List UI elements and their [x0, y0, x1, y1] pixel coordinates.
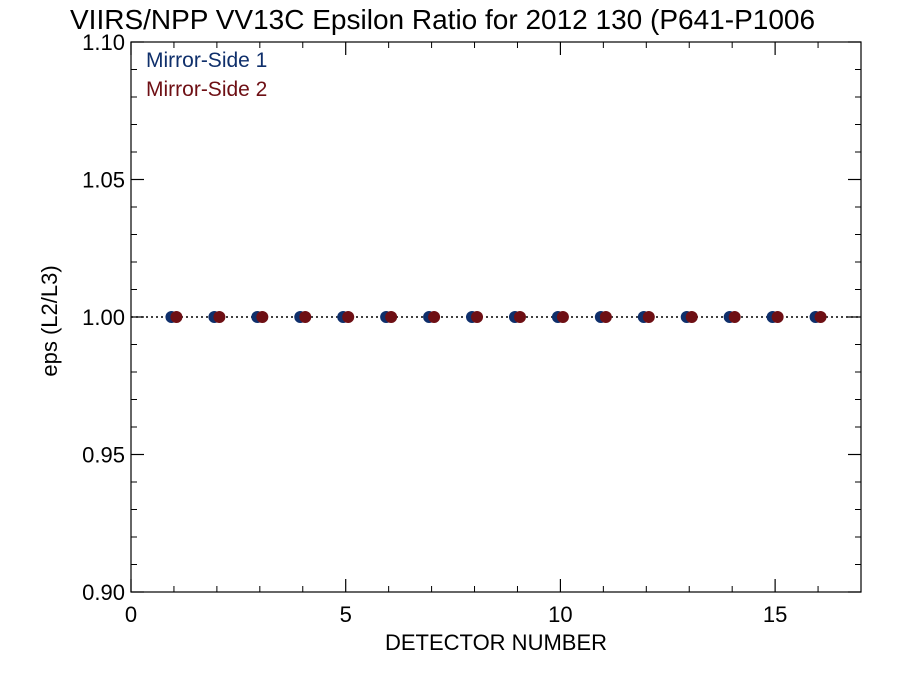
point-mirror-side-2 [256, 311, 269, 323]
x-axis: 0 5 10 15 [125, 42, 819, 627]
legend-entry-mirror-side-1: Mirror-Side 1 [146, 49, 267, 72]
y-tick-label: 1.00 [82, 305, 125, 330]
point-mirror-side-2 [685, 311, 698, 323]
point-mirror-side-2 [556, 311, 569, 323]
y-tick-label: 1.10 [82, 30, 125, 55]
point-mirror-side-2 [385, 311, 398, 323]
x-tick-label: 5 [340, 602, 352, 627]
point-mirror-side-2 [814, 311, 827, 323]
y-tick-label: 0.95 [82, 443, 125, 468]
point-mirror-side-2 [471, 311, 484, 323]
point-mirror-side-2 [428, 311, 441, 323]
y-axis-label: eps (L2/L3) [37, 265, 62, 376]
data-points [165, 311, 827, 323]
legend: Mirror-Side 1 Mirror-Side 2 [146, 49, 267, 101]
point-mirror-side-2 [170, 311, 183, 323]
x-tick-label: 15 [763, 602, 787, 627]
point-mirror-side-2 [513, 311, 526, 323]
x-axis-label: DETECTOR NUMBER [385, 630, 607, 655]
chart-title: VIIRS/NPP VV13C Epsilon Ratio for 2012 1… [70, 4, 815, 35]
point-mirror-side-2 [771, 311, 784, 323]
y-tick-label: 1.05 [82, 168, 125, 193]
x-tick-label: 10 [548, 602, 572, 627]
point-mirror-side-2 [728, 311, 741, 323]
y-tick-label: 0.90 [82, 580, 125, 605]
y-axis: 0.90 0.95 1.00 1.05 1.10 [82, 30, 861, 605]
legend-entry-mirror-side-2: Mirror-Side 2 [146, 78, 267, 101]
x-tick-label: 0 [125, 602, 137, 627]
point-mirror-side-2 [299, 311, 312, 323]
point-mirror-side-2 [342, 311, 355, 323]
point-mirror-side-2 [599, 311, 612, 323]
point-mirror-side-2 [213, 311, 226, 323]
point-mirror-side-2 [642, 311, 655, 323]
